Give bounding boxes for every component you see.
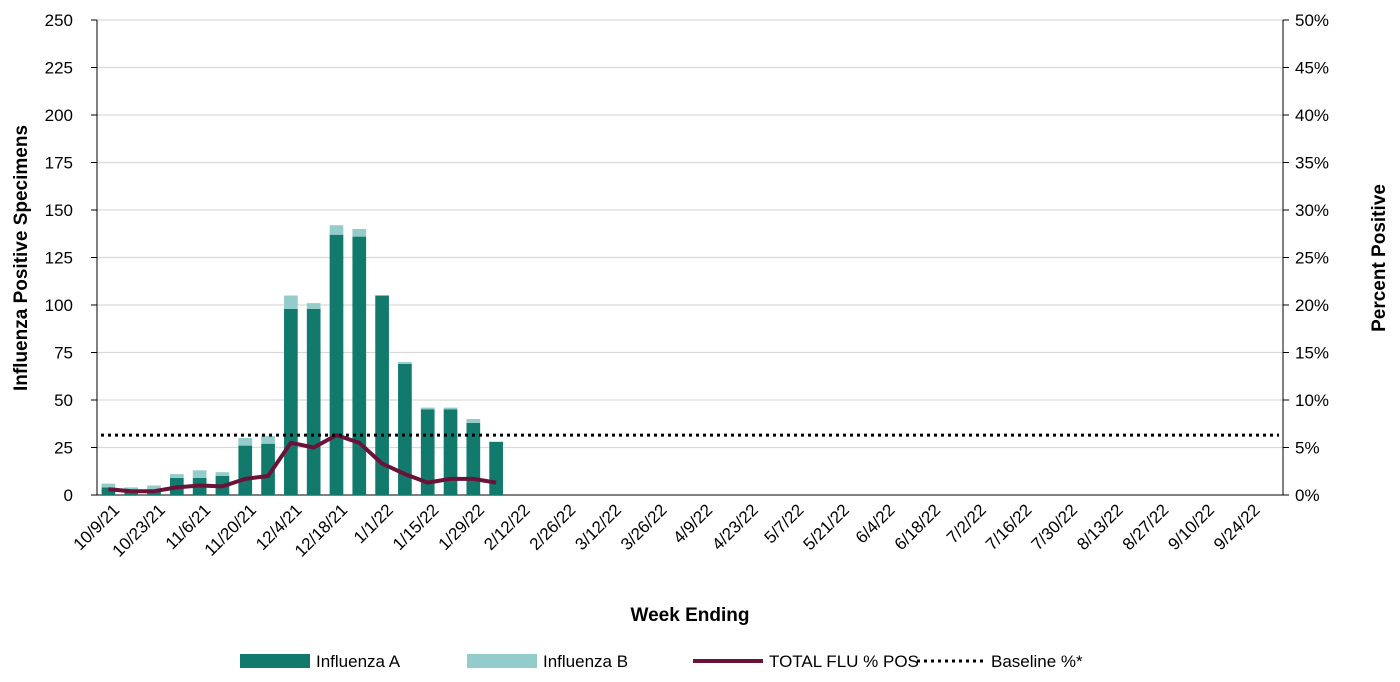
x-tick-label: 3/12/22 <box>571 500 625 554</box>
bar <box>420 409 435 495</box>
bar <box>147 485 161 490</box>
bar <box>215 472 230 476</box>
y-tick-label: 150 <box>45 201 73 220</box>
x-tick-label: 9/24/22 <box>1210 500 1264 554</box>
bar <box>306 308 321 495</box>
bar <box>352 236 367 495</box>
y2-tick-label: 15% <box>1295 344 1329 363</box>
bar <box>489 441 503 495</box>
line <box>108 433 497 494</box>
y2-tick-label: 0% <box>1295 486 1320 505</box>
y2-tick-label: 10% <box>1295 391 1329 410</box>
x-tick-label: 7/30/22 <box>1028 500 1082 554</box>
bar <box>261 436 275 444</box>
y2-tick-label: 40% <box>1295 106 1329 125</box>
y2-tick-label: 45% <box>1295 59 1329 78</box>
y-tick-label: 75 <box>54 344 73 363</box>
y-axis-title: Influenza Positive Specimens <box>11 125 32 391</box>
bar <box>329 234 344 495</box>
bar <box>466 419 481 423</box>
y2-tick-label: 35% <box>1295 154 1329 173</box>
x-tick-label: 8/13/22 <box>1073 500 1127 554</box>
x-tick-label: 3/26/22 <box>617 500 671 554</box>
bar <box>284 295 298 309</box>
bar <box>443 407 458 410</box>
bar <box>284 308 298 495</box>
y-tick-label: 250 <box>45 11 73 30</box>
bar <box>261 443 275 495</box>
legend-swatch <box>240 654 310 668</box>
bar <box>238 438 253 446</box>
bar <box>306 303 321 309</box>
y-tick-label: 200 <box>45 106 73 125</box>
y2-tick-label: 30% <box>1295 201 1329 220</box>
bar <box>124 487 139 490</box>
bar <box>443 409 458 495</box>
x-tick-label: 7/16/22 <box>982 500 1036 554</box>
bar <box>420 407 435 410</box>
bar <box>101 483 116 488</box>
x-tick-label: 9/10/22 <box>1164 500 1218 554</box>
y2-tick-label: 25% <box>1295 249 1329 268</box>
legend-swatch <box>467 654 537 668</box>
bar <box>192 470 207 478</box>
bar <box>352 229 367 237</box>
x-tick-label: 5/21/22 <box>800 500 854 554</box>
bar <box>398 363 412 495</box>
x-tick-label: 2/26/22 <box>526 500 580 554</box>
y2-tick-label: 20% <box>1295 296 1329 315</box>
bar <box>169 474 184 478</box>
y-tick-label: 225 <box>45 59 73 78</box>
legend-label: Influenza A <box>316 652 401 671</box>
x-tick-label: 4/23/22 <box>708 500 762 554</box>
legend-label: Baseline %* <box>991 652 1083 671</box>
x-tick-label: 6/18/22 <box>891 500 945 554</box>
y2-tick-label: 5% <box>1295 439 1320 458</box>
bar <box>329 225 344 235</box>
y2-axis-title: Percent Positive <box>1369 184 1390 332</box>
x-tick-label: 1/15/22 <box>389 500 443 554</box>
bar <box>466 422 481 495</box>
legend-label: TOTAL FLU % POS <box>769 652 919 671</box>
x-tick-label: 8/27/22 <box>1119 500 1173 554</box>
y-tick-label: 50 <box>54 391 73 410</box>
y-tick-label: 25 <box>54 439 73 458</box>
bar <box>238 445 253 495</box>
y2-tick-label: 50% <box>1295 11 1329 30</box>
bar <box>375 295 389 495</box>
x-tick-label: 1/29/22 <box>435 500 489 554</box>
y-tick-label: 100 <box>45 296 73 315</box>
legend-label: Influenza B <box>543 652 628 671</box>
x-tick-label: 2/12/22 <box>480 500 534 554</box>
y-tick-label: 125 <box>45 249 73 268</box>
y-tick-label: 0 <box>64 486 73 505</box>
bar <box>398 362 412 364</box>
y-tick-label: 175 <box>45 154 73 173</box>
x-axis-title: Week Ending <box>631 605 750 626</box>
